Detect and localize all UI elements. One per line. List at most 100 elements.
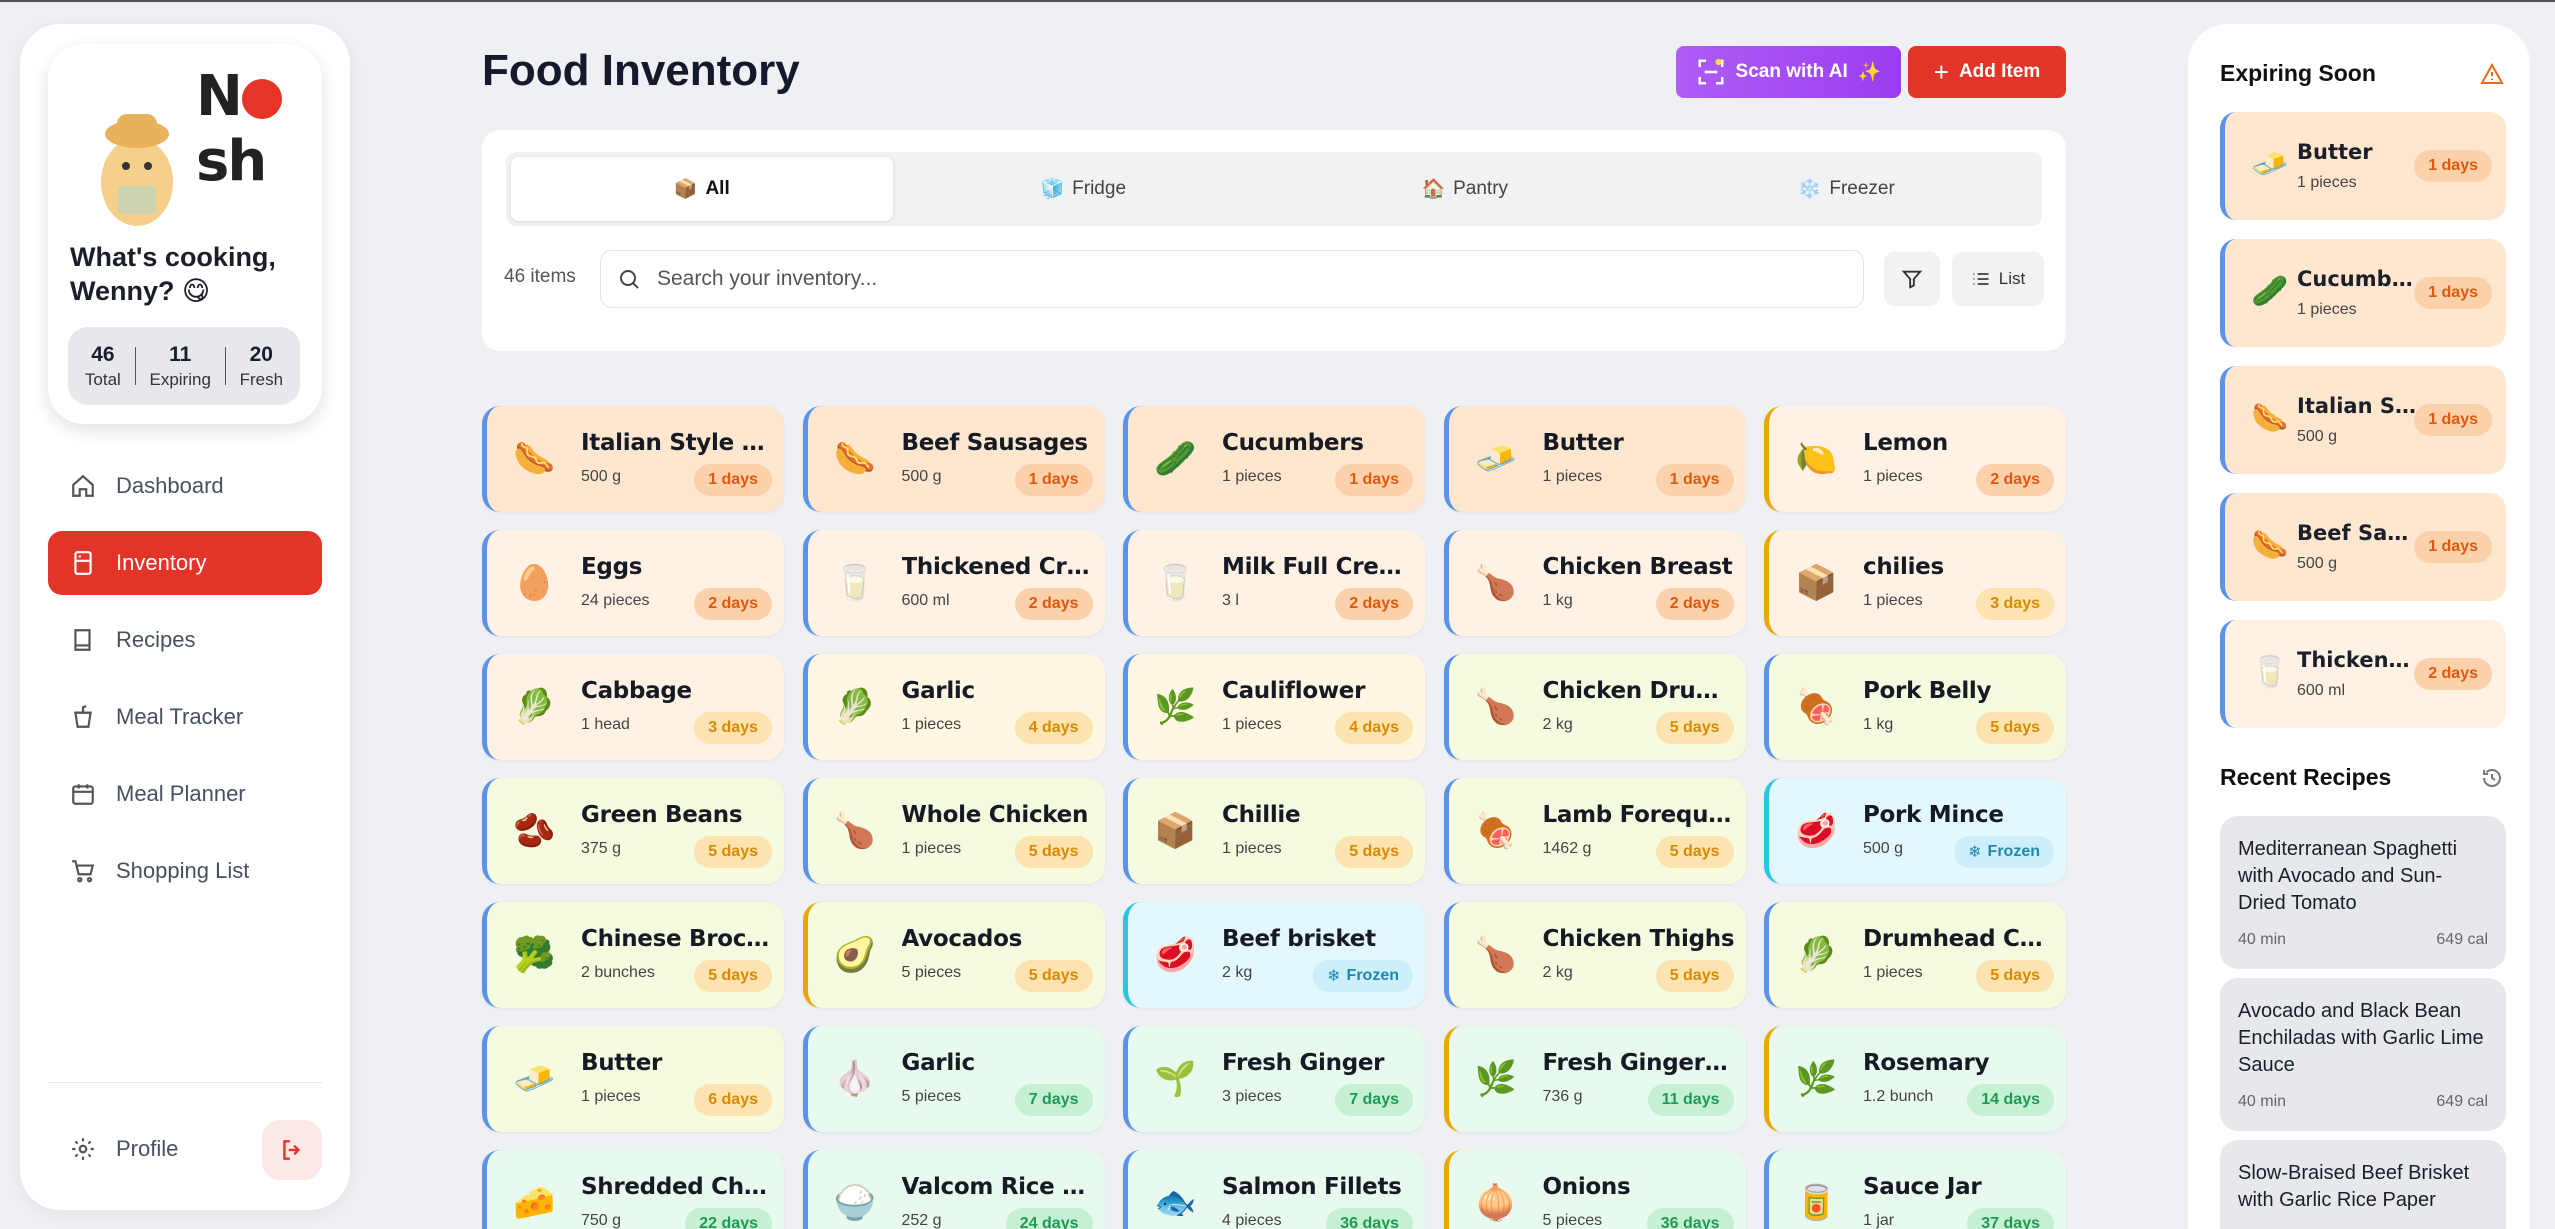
inventory-item-card[interactable]: 🌿 Cauliflower 1 pieces 4 days (1123, 654, 1425, 760)
item-quantity: 5 pieces (901, 964, 962, 981)
inventory-item-card[interactable]: 🥬 Drumhead Ca... 1 pieces 5 days (1764, 902, 2066, 1008)
nosh-logo: Nsh (196, 64, 322, 194)
inventory-item-card[interactable]: 🧄 Garlic 5 pieces 7 days (802, 1026, 1105, 1132)
expiry-badge: 3 days (694, 712, 772, 744)
item-quantity: 24 pieces (581, 592, 650, 609)
inventory-item-card[interactable]: 🌿 Rosemary 1.2 bunch 14 days (1764, 1026, 2066, 1132)
tab-freezer[interactable]: ❄️ Freezer (1797, 178, 1895, 200)
inventory-item-card[interactable]: 🥫 Sauce Jar 1 jar 37 days (1764, 1150, 2066, 1229)
tab-pantry[interactable]: 🏠 Pantry (1421, 178, 1509, 200)
item-name: Onions (1542, 1174, 1631, 1200)
item-quantity: 5 pieces (901, 1088, 962, 1105)
inventory-item-card[interactable]: 🥛 Milk Full Cream 3 l 2 days (1123, 530, 1425, 636)
expiry-badge: 37 days (1967, 1208, 2054, 1229)
item-quantity: 1 pieces (1222, 716, 1282, 733)
inventory-item-card[interactable]: 🧅 Onions 5 pieces 36 days (1443, 1150, 1746, 1229)
expiry-badge: 1 days (2414, 277, 2492, 309)
food-icon: 🍗 (1474, 688, 1517, 726)
expiry-badge: 5 days (1655, 960, 1734, 992)
inventory-item-card[interactable]: 🫘 Green Beans 375 g 5 days (482, 778, 784, 884)
food-icon: 🧈 (2251, 148, 2289, 181)
nav-item-inventory[interactable]: Inventory (48, 531, 322, 595)
item-quantity: 3 pieces (1222, 1088, 1282, 1105)
food-icon: 🌱 (1154, 1060, 1197, 1098)
recipe-card[interactable]: Slow-Braised Beef Brisket with Garlic Ri… (2220, 1140, 2506, 1229)
expiring-item[interactable]: 🌭 Italian Styl... 500 g 1 days (2220, 366, 2506, 474)
filter-button[interactable] (1884, 252, 1940, 306)
expiring-item[interactable]: 🥛 Thickened ... 600 ml 2 days (2220, 620, 2506, 728)
expiring-soon-title: Expiring Soon (2220, 60, 2376, 86)
item-quantity: 2 kg (1542, 716, 1573, 733)
filter-panel: 📦 All 🧊 Fridge 🏠 Pantry ❄️ Freezer 46 items … (482, 130, 2066, 351)
item-name: Chicken Breast (1542, 554, 1733, 580)
item-name: Rosemary (1863, 1050, 1990, 1076)
recipe-card[interactable]: Mediterranean Spaghetti with Avocado and… (2220, 816, 2506, 969)
food-icon: 🧈 (513, 1060, 556, 1098)
nav-item-recipes[interactable]: Recipes (48, 608, 322, 672)
expiry-badge: 5 days (1976, 960, 2054, 992)
search-box (600, 250, 1864, 308)
logout-button[interactable] (262, 1120, 322, 1180)
filter-icon (1901, 270, 1923, 289)
inventory-item-card[interactable]: 🧀 Shredded Che... 750 g 22 days (482, 1150, 784, 1229)
tab-fridge[interactable]: 🧊 Fridge (1040, 178, 1127, 200)
nav-item-dashboard[interactable]: Dashboard (48, 454, 322, 518)
nav-item-meal-tracker[interactable]: Meal Tracker (48, 685, 322, 749)
item-quantity: 736 g (1542, 1088, 1583, 1105)
item-quantity: 1 head (581, 716, 630, 733)
inventory-item-card[interactable]: 🧈 Butter 1 pieces 1 days (1443, 406, 1746, 512)
inventory-item-card[interactable]: 🥒 Cucumbers 1 pieces 1 days (1123, 406, 1425, 512)
tab-all[interactable]: 📦 All (511, 157, 893, 221)
inventory-item-card[interactable]: 🌭 Italian Style Po... 500 g 1 days (482, 406, 784, 512)
inventory-item-card[interactable]: 📦 Chillie 1 pieces 5 days (1123, 778, 1425, 884)
item-quantity: 500 g (901, 468, 942, 485)
expiry-badge: 7 days (1335, 1084, 1413, 1116)
item-quantity: 1 pieces (1222, 468, 1282, 485)
inventory-item-card[interactable]: 🥚 Eggs 24 pieces 2 days (482, 530, 784, 636)
food-icon: 🍗 (1474, 564, 1517, 602)
nav-item-shopping-list[interactable]: Shopping List (48, 839, 322, 903)
list-view-button[interactable]: List (1952, 252, 2044, 306)
inventory-item-card[interactable]: 🍋 Lemon 1 pieces 2 days (1764, 406, 2066, 512)
recipe-card[interactable]: Avocado and Black Bean Enchiladas with G… (2220, 978, 2506, 1131)
expiry-badge: ❄ Frozen (1954, 836, 2054, 868)
inventory-item-card[interactable]: 🥛 Thickened Cre... 600 ml 2 days (802, 530, 1105, 636)
inventory-item-card[interactable]: 🍗 Chicken Thighs 2 kg 5 days (1443, 902, 1746, 1008)
expiry-badge: 6 days (694, 1084, 772, 1116)
inventory-item-card[interactable]: 🌭 Beef Sausages 500 g 1 days (802, 406, 1105, 512)
nav-item-meal-planner[interactable]: Meal Planner (48, 762, 322, 826)
add-label: Add Item (1958, 61, 2041, 82)
inventory-item-card[interactable]: 🥑 Avocados 5 pieces 5 days (802, 902, 1105, 1008)
expiring-item[interactable]: 🧈 Butter 1 pieces 1 days (2220, 112, 2506, 220)
inventory-item-card[interactable]: 🍖 Pork Belly 1 kg 5 days (1764, 654, 2066, 760)
inventory-item-card[interactable]: 🍚 Valcom Rice P... 252 g 24 days (802, 1150, 1105, 1229)
inventory-item-card[interactable]: 🍖 Lamb Forequa... 1462 g 5 days (1443, 778, 1746, 884)
item-quantity: 1 pieces (1863, 592, 1923, 609)
inventory-item-card[interactable]: 🥩 Beef brisket 2 kg ❄ Frozen (1123, 902, 1425, 1008)
inventory-item-card[interactable]: 🌱 Fresh Ginger 3 pieces 7 days (1123, 1026, 1425, 1132)
expiring-item[interactable]: 🥒 Cucumbers 1 pieces 1 days (2220, 239, 2506, 347)
inventory-item-card[interactable]: 🥩 Pork Mince 500 g ❄ Frozen (1764, 778, 2066, 884)
add-item-button[interactable]: + Add Item (1908, 46, 2066, 98)
inventory-item-card[interactable]: 🥬 Cabbage 1 head 3 days (482, 654, 784, 760)
inventory-item-card[interactable]: 🌿 Fresh Ginger lo... 736 g 11 days (1443, 1026, 1746, 1132)
inventory-item-card[interactable]: 📦 chilies 1 pieces 3 days (1764, 530, 2066, 636)
nav-item-profile[interactable]: Profile (70, 1136, 178, 1162)
inventory-item-card[interactable]: 🍗 Chicken Drum... 2 kg 5 days (1443, 654, 1746, 760)
inventory-item-card[interactable]: 🧈 Butter 1 pieces 6 days (482, 1026, 784, 1132)
inventory-item-card[interactable]: 🍗 Whole Chicken 1 pieces 5 days (802, 778, 1105, 884)
sidebar: Nsh What's cooking, Wenny? 😋 46 Total 11 E… (20, 24, 350, 1210)
inventory-item-card[interactable]: 🥦 Chinese Brocc... 2 bunches 5 days (482, 902, 784, 1008)
item-quantity: 1 kg (1542, 592, 1573, 609)
inventory-item-card[interactable]: 🍗 Chicken Breast 1 kg 2 days (1443, 530, 1746, 636)
food-icon: 🥫 (1795, 1184, 1838, 1222)
food-icon: 🥦 (513, 936, 556, 974)
search-input[interactable] (657, 267, 1863, 291)
expiring-item[interactable]: 🌭 Beef Saus... 500 g 1 days (2220, 493, 2506, 601)
item-quantity: 1 pieces (2297, 301, 2357, 318)
inventory-item-card[interactable]: 🐟 Salmon Fillets 4 pieces 36 days (1123, 1150, 1425, 1229)
item-quantity: 500 g (2297, 428, 2338, 445)
inventory-item-card[interactable]: 🥬 Garlic 1 pieces 4 days (802, 654, 1105, 760)
food-icon: 🌿 (1154, 688, 1197, 726)
scan-with-ai-button[interactable]: Scan with AI ✨ (1676, 46, 1901, 98)
